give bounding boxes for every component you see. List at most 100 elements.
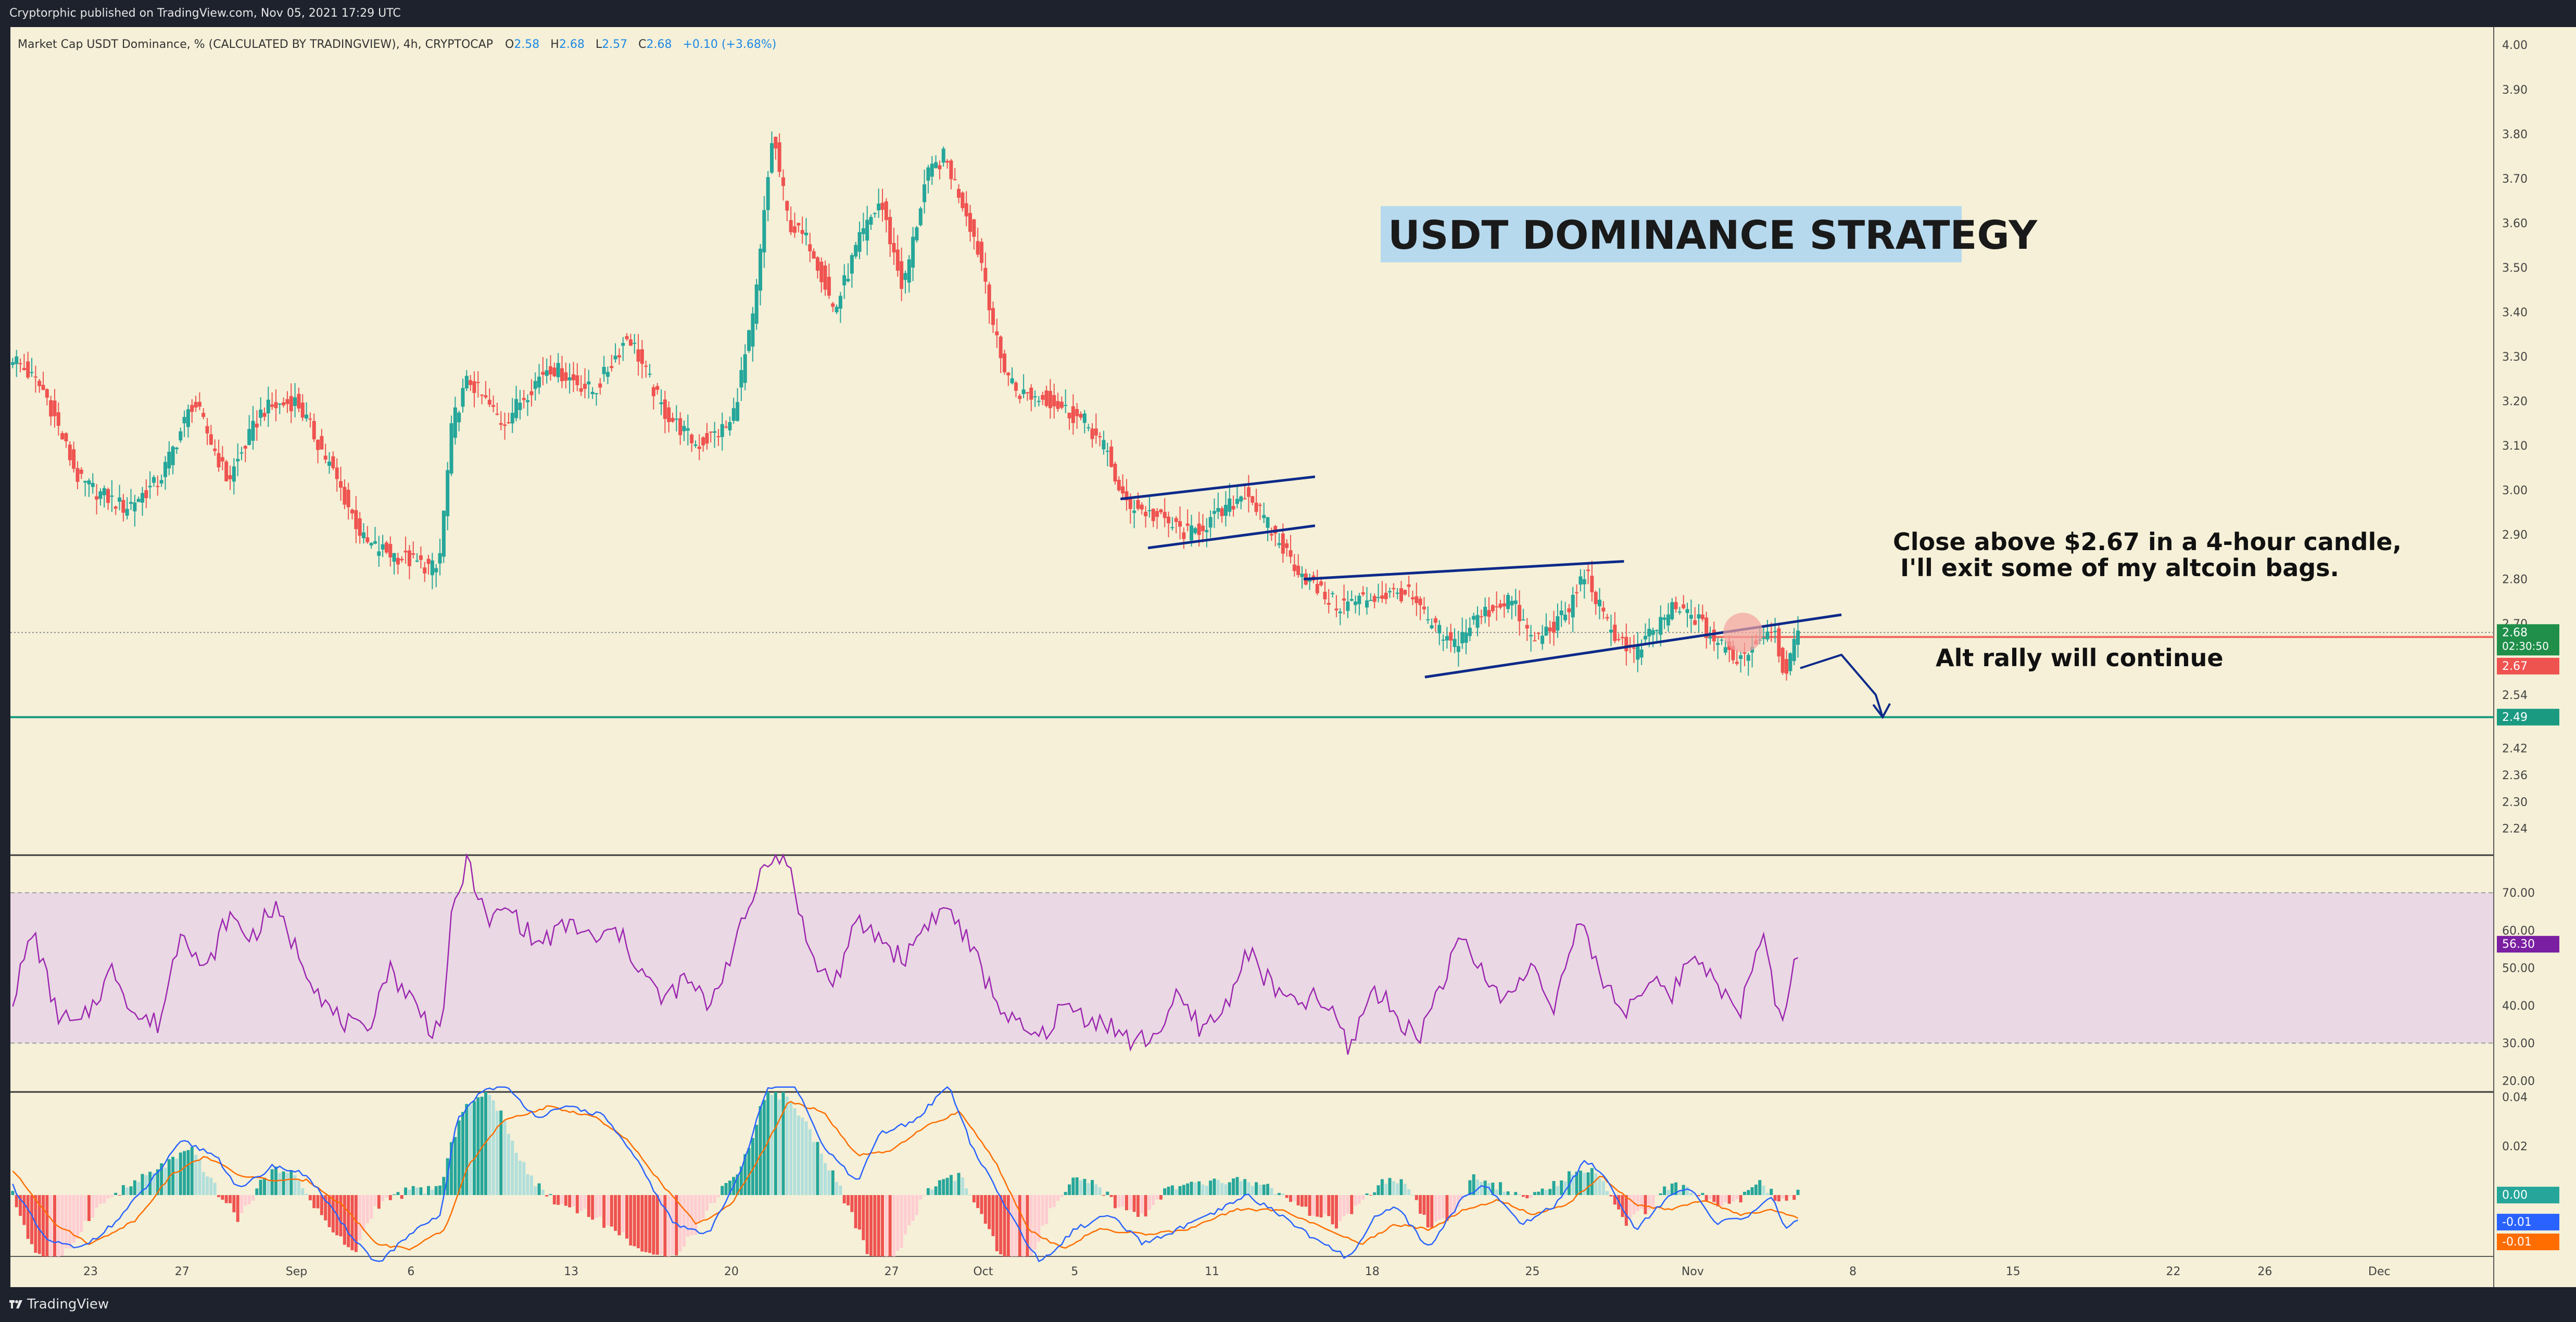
candle-body[interactable] [423,567,427,574]
candle-body[interactable] [1731,645,1735,660]
candle-body[interactable] [1323,591,1327,600]
candle-body[interactable] [1548,627,1552,632]
projection-note[interactable]: Alt rally will continue [1936,644,2224,672]
candle-body[interactable] [1605,617,1609,619]
candle-body[interactable] [129,502,133,504]
candle-body[interactable] [403,551,408,553]
candle-body[interactable] [1533,640,1537,642]
candle-body[interactable] [1216,508,1220,512]
candle-body[interactable] [1014,383,1018,391]
candle-body[interactable] [1357,595,1361,604]
candle-body[interactable] [1025,392,1029,393]
candle-body[interactable] [1601,607,1606,612]
candle-body[interactable] [186,409,190,427]
candle-body[interactable] [1212,511,1216,514]
candle-body[interactable] [1102,440,1106,450]
candle-body[interactable] [1449,632,1453,641]
trendline[interactable] [1303,560,1624,581]
price-pane[interactable] [10,131,2494,719]
candle-body[interactable] [819,261,824,283]
candle-body[interactable] [1189,525,1193,541]
candle-body[interactable] [621,342,625,346]
candle-body[interactable] [72,449,76,469]
candle-body[interactable] [934,162,938,168]
candle-body[interactable] [1430,625,1434,629]
candle-body[interactable] [381,544,385,550]
candle-body[interactable] [865,220,869,241]
candle-body[interactable] [56,412,60,426]
candle-body[interactable] [1163,512,1167,518]
candle-body[interactable] [537,376,541,388]
candle-body[interactable] [18,363,22,364]
candle-body[interactable] [1170,527,1175,528]
candle-body[interactable] [1506,595,1510,609]
candle-body[interactable] [1380,595,1384,599]
candle-body[interactable] [823,265,827,290]
candle-body[interactable] [923,184,927,202]
candle-body[interactable] [590,392,595,395]
candle-body[interactable] [861,228,865,234]
candle-body[interactable] [1144,512,1148,516]
candle-body[interactable] [262,413,267,417]
candle-body[interactable] [747,330,751,351]
candle-body[interactable] [957,188,961,198]
candle-body[interactable] [1785,659,1789,674]
candle-body[interactable] [1018,396,1022,399]
candle-body[interactable] [1228,498,1232,512]
candle-body[interactable] [968,213,973,232]
candle-body[interactable] [453,407,457,438]
candle-body[interactable] [770,143,774,173]
candle-body[interactable] [633,342,637,344]
candle-body[interactable] [850,255,854,274]
candle-body[interactable] [903,273,907,280]
candle-body[interactable] [141,493,145,503]
candle-body[interactable] [926,167,930,181]
candle-body[interactable] [1746,655,1750,661]
candle-body[interactable] [884,201,888,220]
candle-body[interactable] [277,403,282,405]
candle-body[interactable] [293,397,297,406]
candle-body[interactable] [1174,518,1178,522]
candle-body[interactable] [156,486,160,487]
candle-body[interactable] [518,402,522,410]
candle-body[interactable] [1613,625,1617,641]
candle-body[interactable] [1033,396,1037,398]
candle-body[interactable] [1029,387,1033,400]
candle-body[interactable] [1262,515,1266,518]
candle-body[interactable] [564,372,568,381]
candle-body[interactable] [1208,517,1213,528]
candle-body[interactable] [915,227,919,240]
candle-body[interactable] [121,500,125,513]
candle-body[interactable] [118,497,122,502]
candle-body[interactable] [358,518,362,536]
candle-body[interactable] [98,491,103,499]
candle-body[interactable] [1788,653,1792,671]
candle-body[interactable] [1132,511,1137,513]
candle-body[interactable] [163,462,167,477]
candle-body[interactable] [1590,576,1594,592]
support-price-badge[interactable] [2497,708,2559,726]
candle-body[interactable] [1632,647,1636,649]
candle-body[interactable] [507,422,511,424]
candle-body[interactable] [438,553,442,564]
candle-body[interactable] [690,434,694,443]
candle-body[interactable] [743,354,747,383]
candle-body[interactable] [220,457,224,462]
candle-body[interactable] [1487,610,1491,617]
candle-body[interactable] [781,177,785,186]
candle-body[interactable] [754,284,759,324]
candle-body[interactable] [693,444,698,446]
candle-body[interactable] [243,446,247,449]
candle-body[interactable] [900,261,904,289]
candle-body[interactable] [842,275,847,286]
candle-body[interactable] [1659,617,1663,635]
candle-body[interactable] [113,506,118,509]
candle-body[interactable] [1586,569,1590,571]
candle-body[interactable] [892,243,896,253]
candle-body[interactable] [728,422,732,430]
candle-body[interactable] [106,489,110,503]
candle-body[interactable] [1689,615,1693,619]
candle-body[interactable] [1327,603,1331,605]
candle-body[interactable] [869,217,873,225]
candle-body[interactable] [1742,652,1747,654]
